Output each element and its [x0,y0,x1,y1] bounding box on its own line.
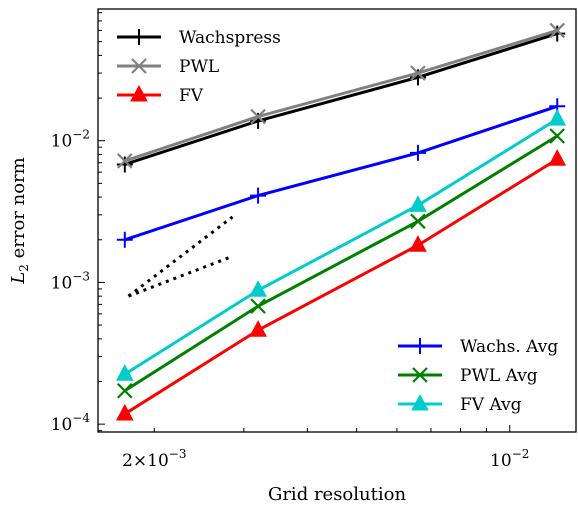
legend-entry-pwl: PWL [117,57,219,77]
y-axis-title: L2 error norm [8,157,31,284]
legend-entry-wachs-avg: Wachs. Avg [398,337,558,357]
x-tick-label: 10−2 [490,447,529,471]
legend-label-fv-avg: FV Avg [460,395,522,415]
data-point-wachs-avg [250,187,267,204]
data-point-pwl-avg [117,382,133,399]
data-point-fv-avg [548,109,567,126]
x-axis-title: Grid resolution [268,484,406,505]
data-point-wachs-avg [409,144,426,161]
data-point-fv [409,235,427,252]
legend-entry-fv: FV [117,84,204,106]
data-point-wachs-avg [116,231,133,248]
reference-slope-lines [127,215,234,298]
legend-marker-wachspress [131,29,147,45]
series-wachs-avg [116,98,566,248]
data-point-pwl-avg [549,128,566,144]
series-line-wachs-avg [124,104,558,242]
series-line-pwl [124,29,558,163]
axis-ticks: 2×10−3 10−2 10−4 10−3 10−2 [51,12,529,471]
data-point-fv-avg [409,195,427,212]
legend-label-fv: FV [179,86,204,106]
y-tick-label: 10−2 [51,128,90,152]
legend-marker-fv-avg [411,393,429,411]
legend-marker-wachs-avg [412,338,428,354]
data-point-pwl [410,65,426,81]
data-point-pwl [117,153,133,169]
y-tick-label: 10−3 [51,269,90,293]
y-axis-title-subscript: 2 [17,264,31,272]
data-point-fv [548,149,567,166]
y-axis-title-symbol: L [8,272,29,285]
y-axis-title-text: error norm [8,157,29,264]
legend-label-wachs-avg: Wachs. Avg [460,337,558,357]
reference-slope-line-1 [127,215,234,298]
legend-label-pwl: PWL [179,57,219,77]
series-line-wachspress [124,32,558,166]
series-pwl-avg [117,128,566,399]
series-layer [115,22,567,421]
data-point-fv-avg [115,364,134,381]
reference-slope-line-2 [128,254,234,298]
data-point-pwl-avg [250,298,266,314]
data-point-fv [115,403,134,421]
series-pwl [117,22,566,169]
legend-marker-pwl-avg [412,367,428,383]
legend-upper-left: Wachspress PWL FV [117,28,281,106]
y-tick-label: 10−4 [51,411,91,435]
legend-label-pwl-avg: PWL Avg [460,366,538,386]
series-line-pwl-avg [123,134,559,393]
legend-label-wachspress: Wachspress [179,28,281,48]
series-fv [115,149,567,421]
series-line-fv [124,157,559,416]
series-fv-avg [115,109,567,381]
data-point-wachspress [116,156,133,173]
x-tick-label: 2×10−3 [122,447,186,471]
data-point-fv-avg [249,280,267,297]
data-point-pwl-avg [410,213,426,230]
legend-marker-fv [130,84,148,102]
legend-entry-fv-avg: FV Avg [398,393,522,415]
legend-entry-pwl-avg: PWL Avg [398,366,538,386]
legend-lower-right: Wachs. Avg PWL Avg FV Avg [398,337,558,415]
data-point-fv [249,320,267,337]
data-point-pwl [250,108,266,125]
data-point-pwl [549,22,566,39]
plot-frame [97,8,577,433]
legend-marker-pwl [131,58,147,74]
legend-entry-wachspress: Wachspress [117,28,281,48]
series-line-fv-avg [124,117,559,376]
